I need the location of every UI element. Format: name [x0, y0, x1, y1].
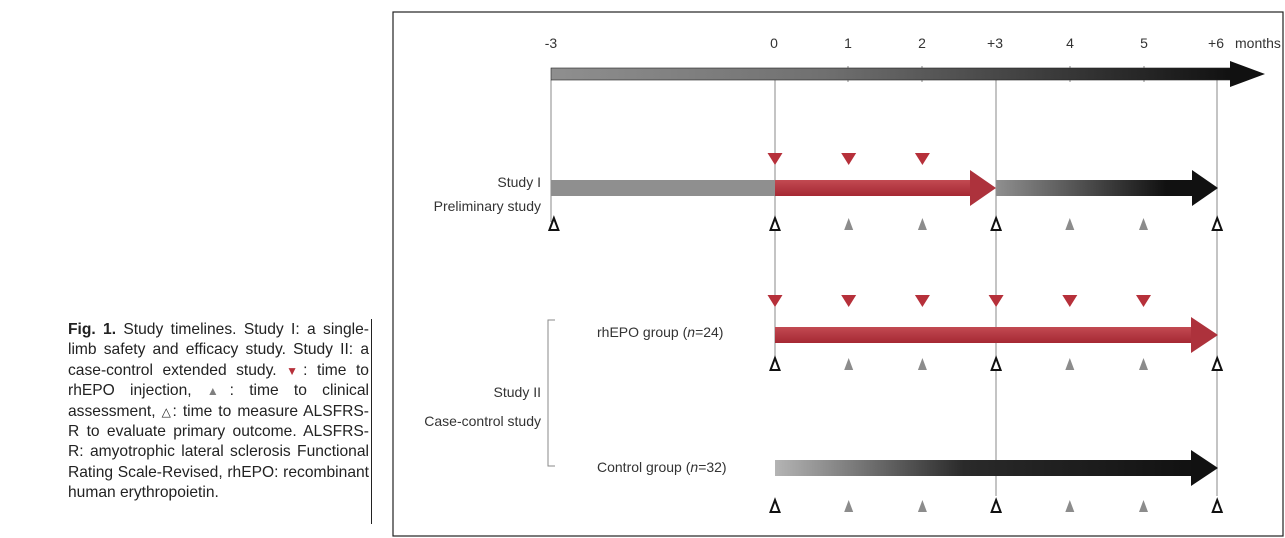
injection-marker: [767, 295, 783, 307]
assessment-marker-icon: ▲: [206, 384, 230, 399]
assessment-marker: [917, 218, 927, 230]
injection-marker: [841, 295, 857, 307]
assessment-marker: [844, 218, 854, 230]
study1-subtitle: Preliminary study: [434, 198, 541, 214]
caption-text-3: : time to clinical assessment,: [68, 382, 369, 420]
rhepo-timeline: [775, 317, 1218, 353]
tick-label: -3: [545, 35, 558, 51]
assessment-marker: [844, 358, 854, 370]
assessment-marker: [1139, 218, 1148, 230]
study2-subtitle: Case-control study: [424, 413, 541, 429]
study2-title: Study II: [494, 384, 541, 400]
study1-treatment-arrowhead: [970, 170, 996, 206]
gridlines: [550, 66, 1218, 496]
tick-label: +3: [987, 35, 1003, 51]
assessment-marker: [1139, 358, 1148, 370]
injection-marker: [914, 295, 930, 307]
injection-marker: [1062, 295, 1078, 307]
injection-marker: [841, 153, 857, 165]
time-axis-bar: [550, 67, 1234, 81]
control-followup-arrowhead: [1191, 450, 1218, 486]
assessment-marker: [844, 500, 854, 512]
rhepo-treatment-arrowhead: [1191, 317, 1218, 353]
rhepo-group-label: rhEPO group (n=24): [597, 324, 723, 340]
study1-labels: Study I Preliminary study: [434, 174, 541, 214]
figure-frame: [392, 11, 1284, 537]
outcome-marker: [990, 215, 1003, 231]
study1-baseline-bar: [551, 180, 777, 196]
outcome-marker: [990, 497, 1003, 513]
control-group-label: Control group (n=32): [597, 459, 727, 475]
tick-label: 2: [918, 35, 926, 51]
outcome-marker-icon: △: [161, 404, 173, 419]
time-axis-arrow: [550, 61, 1265, 87]
caption-text-4: : time to measure ALSFRS-R to evaluate p…: [68, 402, 369, 502]
time-axis-arrowhead: [1230, 61, 1265, 87]
assessment-marker: [1139, 500, 1148, 512]
assessment-marker: [1065, 358, 1075, 370]
outcome-marker: [990, 355, 1003, 371]
tick-label: 1: [844, 35, 852, 51]
injection-marker-icon: ▼: [286, 363, 304, 378]
outcome-marker: [769, 355, 781, 371]
injection-marker: [1136, 295, 1151, 307]
axis-unit-label: months: [1235, 35, 1281, 51]
assessment-marker: [917, 500, 927, 512]
study1-timeline: [551, 170, 1218, 206]
figure-caption: Fig. 1. Study timelines. Study I: a sing…: [68, 319, 372, 524]
tick-label: 4: [1066, 35, 1074, 51]
outcome-marker: [769, 215, 781, 231]
control-timeline: [775, 450, 1218, 486]
tick-label: 5: [1140, 35, 1148, 51]
tick-labels: -3 0 1 2 +3 4 5 +6 months: [545, 35, 1281, 51]
study1-followup-bar: [996, 180, 1196, 196]
timeline-markers: [547, 153, 1224, 513]
outcome-marker: [1211, 497, 1224, 513]
study2-bracket: [547, 319, 555, 467]
injection-marker: [914, 153, 930, 165]
study1-title: Study I: [497, 174, 541, 190]
control-followup-bar: [775, 460, 1195, 476]
caption-text-2: : time to rhEPO injection,: [68, 361, 369, 400]
injection-marker: [767, 153, 783, 165]
assessment-marker: [1065, 218, 1075, 230]
injection-marker: [988, 295, 1004, 307]
tick-label: +6: [1208, 35, 1224, 51]
tick-label: 0: [770, 35, 778, 51]
outcome-marker: [1211, 355, 1224, 371]
outcome-marker: [1211, 215, 1224, 231]
study2-labels: Study II Case-control study rhEPO group …: [424, 319, 727, 475]
assessment-marker: [1065, 500, 1075, 512]
assessment-marker: [917, 358, 927, 370]
study1-followup-arrowhead: [1192, 170, 1218, 206]
rhepo-treatment-bar: [775, 327, 1195, 343]
study1-treatment-bar: [775, 180, 975, 196]
outcome-marker: [547, 215, 560, 231]
figure-label: Fig. 1.: [68, 321, 117, 338]
caption-text-1: Study timelines. Study I: a single-limb …: [68, 321, 369, 379]
outcome-marker: [769, 497, 781, 513]
